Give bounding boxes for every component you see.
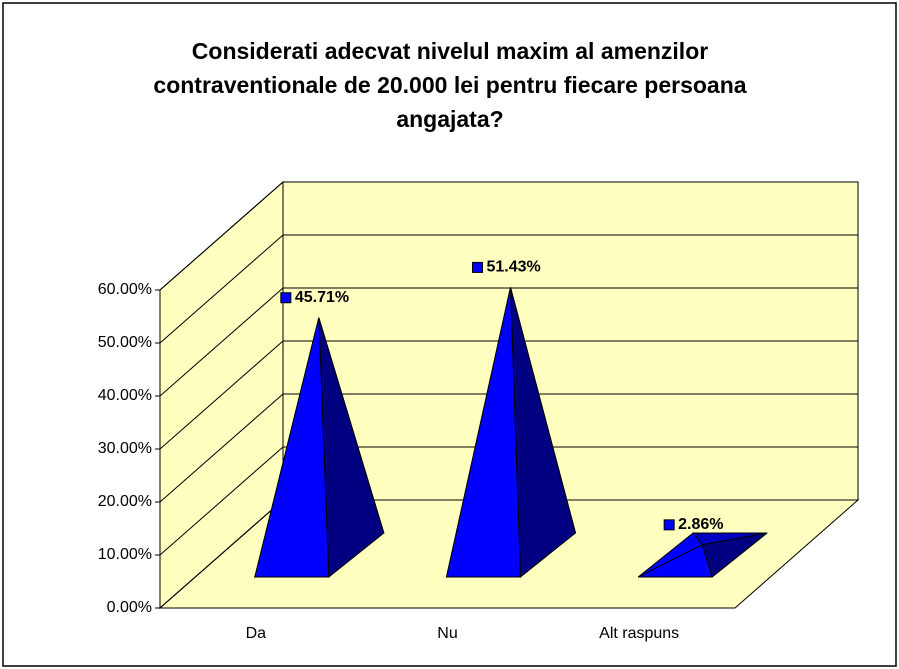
x-tick-label: Alt raspuns	[599, 625, 679, 642]
grid-line	[159, 181, 858, 291]
y-tick-label: 40.00%	[98, 387, 152, 404]
label-key	[663, 519, 675, 531]
x-tick-label: Da	[246, 625, 267, 642]
grid-line	[159, 287, 858, 397]
pyramid	[253, 317, 385, 579]
data-label: 51.43%	[487, 259, 541, 276]
y-tick-label: 10.00%	[98, 546, 152, 563]
grid-line	[159, 234, 858, 344]
data-label: 2.86%	[678, 516, 723, 533]
pyramid	[637, 532, 768, 578]
plot-area: 0.00% 10.00% 20.00% 30.00% 40.00% 50.00% 60.00…	[98, 180, 860, 642]
pyramid-front-face	[254, 317, 330, 578]
pyramid-front-face	[637, 544, 713, 578]
grid-line	[159, 340, 858, 450]
pyramid-front-face	[445, 287, 522, 578]
grid-line	[159, 393, 858, 503]
grid-line	[159, 446, 858, 556]
y-tick-label: 30.00%	[98, 440, 152, 457]
label-key	[280, 292, 292, 304]
label-key	[472, 261, 483, 273]
pyramid	[445, 287, 577, 579]
y-tick-label: 60.00%	[98, 281, 152, 298]
y-tick-label: 50.00%	[98, 334, 152, 351]
y-tick-label: 20.00%	[98, 493, 152, 510]
y-tick-label: 0.00%	[107, 599, 152, 616]
data-label: 45.71%	[295, 289, 349, 306]
x-tick-label: Nu	[437, 625, 457, 642]
chart-title: Considerati adecvat nivelul maxim al ame…	[153, 38, 747, 132]
